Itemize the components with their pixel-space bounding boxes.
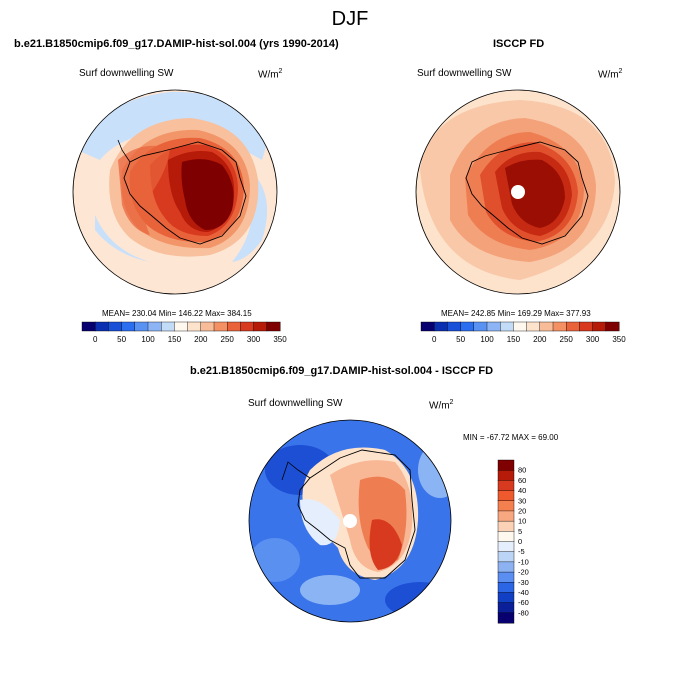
colorbar-swatch xyxy=(513,321,528,332)
colorbar-tick-label: 100 xyxy=(141,335,155,344)
colorbar-tick-label: -5 xyxy=(518,547,525,556)
colorbar-tick-label: 150 xyxy=(507,335,521,344)
colorbar-swatch xyxy=(539,321,554,332)
colorbar-tick-label: 60 xyxy=(518,476,526,485)
colorbar-tick-label: 300 xyxy=(586,335,600,344)
colorbar-tick-label: -20 xyxy=(518,568,529,577)
colorbar-tick-label: 200 xyxy=(194,335,208,344)
colorbar-tick-label: 30 xyxy=(518,496,526,505)
colorbar-swatch xyxy=(565,321,580,332)
colorbar-swatch xyxy=(497,571,515,583)
colorbar-swatch xyxy=(497,469,515,481)
colorbar-swatch xyxy=(526,321,541,332)
panel-title-diff: b.e21.B1850cmip6.f09_g17.DAMIP-hist-sol.… xyxy=(190,365,494,377)
colorbar-swatch xyxy=(433,321,448,332)
colorbar-swatch xyxy=(497,592,515,604)
colorbar-tick-label: 350 xyxy=(273,335,287,344)
colorbar-swatch xyxy=(497,480,515,492)
colorbar-swatch xyxy=(253,321,268,332)
panel-title-model: b.e21.B1850cmip6.f09_g17.DAMIP-hist-sol.… xyxy=(14,38,339,50)
colorbar-tick-label: 250 xyxy=(221,335,235,344)
colorbar-swatch xyxy=(134,321,149,332)
colorbar-tick-label: 10 xyxy=(518,517,526,526)
colorbar-tick-label: 0 xyxy=(93,335,98,344)
colorbar-tick-label: 200 xyxy=(533,335,547,344)
colorbar-swatch xyxy=(266,321,281,332)
colorbar-swatch xyxy=(121,321,136,332)
colorbar-tick-label: 40 xyxy=(518,486,526,495)
colorbar-swatch xyxy=(497,541,515,553)
colorbar-swatch xyxy=(108,321,123,332)
colorbar-swatch xyxy=(187,321,202,332)
colorbar-swatch xyxy=(81,321,96,332)
colorbar-tick-label: -40 xyxy=(518,588,529,597)
colorbar-tick-label: 0 xyxy=(432,335,437,344)
colorbar-tick-label: 50 xyxy=(456,335,465,344)
colorbar-swatch xyxy=(240,321,255,332)
colorbar-swatch xyxy=(460,321,475,332)
colorbar-obs: 0 50 100 150 200 250 300 350 xyxy=(420,321,626,344)
colorbar-swatch xyxy=(579,321,594,332)
colorbar-swatch xyxy=(592,321,607,332)
colorbar-swatch xyxy=(499,321,514,332)
colorbar-swatch xyxy=(447,321,462,332)
colorbar-tick-label: 250 xyxy=(560,335,574,344)
colorbar-tick-label: -10 xyxy=(518,557,529,566)
colorbar-swatch xyxy=(497,520,515,532)
colorbar-tick-label: 100 xyxy=(480,335,494,344)
colorbar-tick-label: 300 xyxy=(247,335,261,344)
colorbar-swatch xyxy=(497,500,515,512)
variable-label-diff: Surf downwelling SW xyxy=(248,398,343,409)
colorbar-swatch xyxy=(174,321,189,332)
units-label-model: W/m2 xyxy=(258,68,283,81)
colorbar-swatch xyxy=(473,321,488,332)
units-label-obs: W/m2 xyxy=(598,68,623,81)
colorbar-swatch xyxy=(420,321,435,332)
colorbar-swatch xyxy=(147,321,162,332)
colorbar-swatch xyxy=(497,531,515,542)
colorbar-swatch xyxy=(200,321,215,332)
colorbar-tick-label: 150 xyxy=(168,335,182,344)
colorbar-swatch xyxy=(497,582,515,593)
colorbar-tick-label: 350 xyxy=(612,335,626,344)
colorbar-tick-label: -80 xyxy=(518,608,529,617)
colorbar-swatch xyxy=(497,551,515,563)
colorbar-swatch xyxy=(497,561,515,573)
colorbar-swatch xyxy=(160,321,175,332)
stats-label-model: MEAN= 230.04 Min= 146.22 Max= 384.15 xyxy=(102,309,252,318)
stats-label-diff: MIN = -67.72 MAX = 69.00 xyxy=(463,433,559,442)
units-label-diff: W/m2 xyxy=(429,399,454,412)
colorbar-tick-label: 0 xyxy=(518,537,522,546)
panel-title-obs: ISCCP FD xyxy=(493,38,545,50)
colorbar-swatch xyxy=(552,321,567,332)
colorbar-tick-label: 50 xyxy=(117,335,126,344)
colorbar-tick-label: 80 xyxy=(518,466,526,475)
colorbar-swatch xyxy=(497,602,515,614)
colorbar-model: 0 50 100 150 200 250 300 350 xyxy=(81,321,287,344)
colorbar-tick-label: -60 xyxy=(518,598,529,607)
colorbar-swatch xyxy=(497,459,515,471)
colorbar-swatch xyxy=(213,321,228,332)
variable-label-obs: Surf downwelling SW xyxy=(417,68,512,79)
main-title: DJF xyxy=(331,8,369,30)
variable-label-model: Surf downwelling SW xyxy=(79,68,174,79)
colorbar-tick-label: 5 xyxy=(518,527,522,536)
colorbar-tick-label: -30 xyxy=(518,578,529,587)
colorbar-swatch xyxy=(497,490,515,502)
colorbar-swatch xyxy=(497,510,515,522)
colorbar-swatch xyxy=(486,321,501,332)
colorbar-swatch xyxy=(94,321,109,332)
colorbar-swatch xyxy=(605,321,620,332)
colorbar-tick-label: 20 xyxy=(518,506,526,515)
colorbar-swatch xyxy=(497,612,515,624)
colorbar-swatch xyxy=(226,321,241,332)
stats-label-obs: MEAN= 242.85 Min= 169.29 Max= 377.93 xyxy=(441,309,591,318)
